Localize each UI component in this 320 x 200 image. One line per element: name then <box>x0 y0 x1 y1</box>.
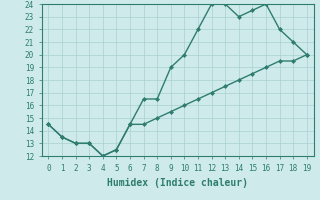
X-axis label: Humidex (Indice chaleur): Humidex (Indice chaleur) <box>107 178 248 188</box>
